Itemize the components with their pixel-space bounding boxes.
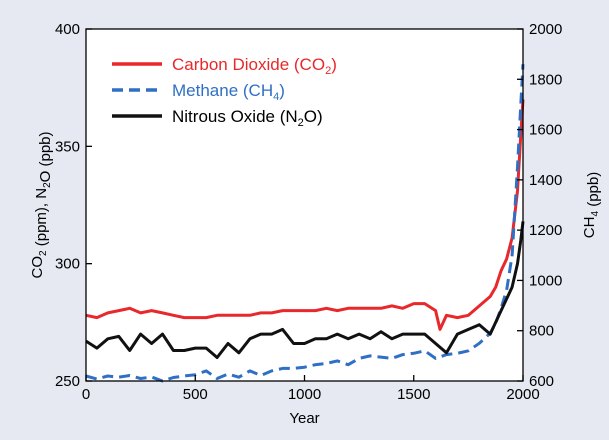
y-right-tick-label: 800 <box>529 323 554 340</box>
x-tick-label: 500 <box>183 386 208 403</box>
y-left-axis-title: CO2 (ppm), N2O (ppb) <box>29 132 54 279</box>
y-right-tick-label: 600 <box>529 373 554 390</box>
x-tick-label: 0 <box>82 386 90 403</box>
x-tick-label: 1000 <box>288 386 321 403</box>
x-tick-label: 2000 <box>506 386 539 403</box>
x-tick-label: 1500 <box>397 386 430 403</box>
legend-label-2: Methane (CH4) <box>172 81 285 103</box>
y-right-tick-label: 1400 <box>529 172 562 189</box>
y-left-tick-label: 350 <box>55 138 80 155</box>
series-line-1 <box>85 99 525 331</box>
y-right-tick-label: 1800 <box>529 71 562 88</box>
legend: Carbon Dioxide (CO2) Methane (CH4) Nitrous… <box>112 55 337 129</box>
x-axis-title: Year <box>289 410 319 427</box>
y-left-tick-label: 400 <box>55 21 80 38</box>
y-right-tick-label: 2000 <box>529 21 562 38</box>
y-right-tick-label: 1600 <box>529 122 562 139</box>
y-left-tick-label: 250 <box>55 373 80 390</box>
axis-layer: 0 500 1000 1500 2000 250 300 350 400 600 800 1000 12… <box>55 21 562 403</box>
plot-background <box>86 29 523 381</box>
series-line-3 <box>85 221 525 359</box>
series-layer <box>85 64 525 383</box>
y-right-tick-label: 1200 <box>529 222 562 239</box>
y-left-tick-label: 300 <box>55 256 80 273</box>
legend-label-1: Carbon Dioxide (CO2) <box>172 55 337 77</box>
y-right-tick-label: 1000 <box>529 272 562 289</box>
y-right-axis-title: CH4 (ppb) <box>581 172 602 238</box>
legend-label-3: Nitrous Oxide (N2O) <box>172 107 323 129</box>
axis-labels: Year CO2 (ppm), N2O (ppb) CH4 (ppb) <box>29 132 602 428</box>
